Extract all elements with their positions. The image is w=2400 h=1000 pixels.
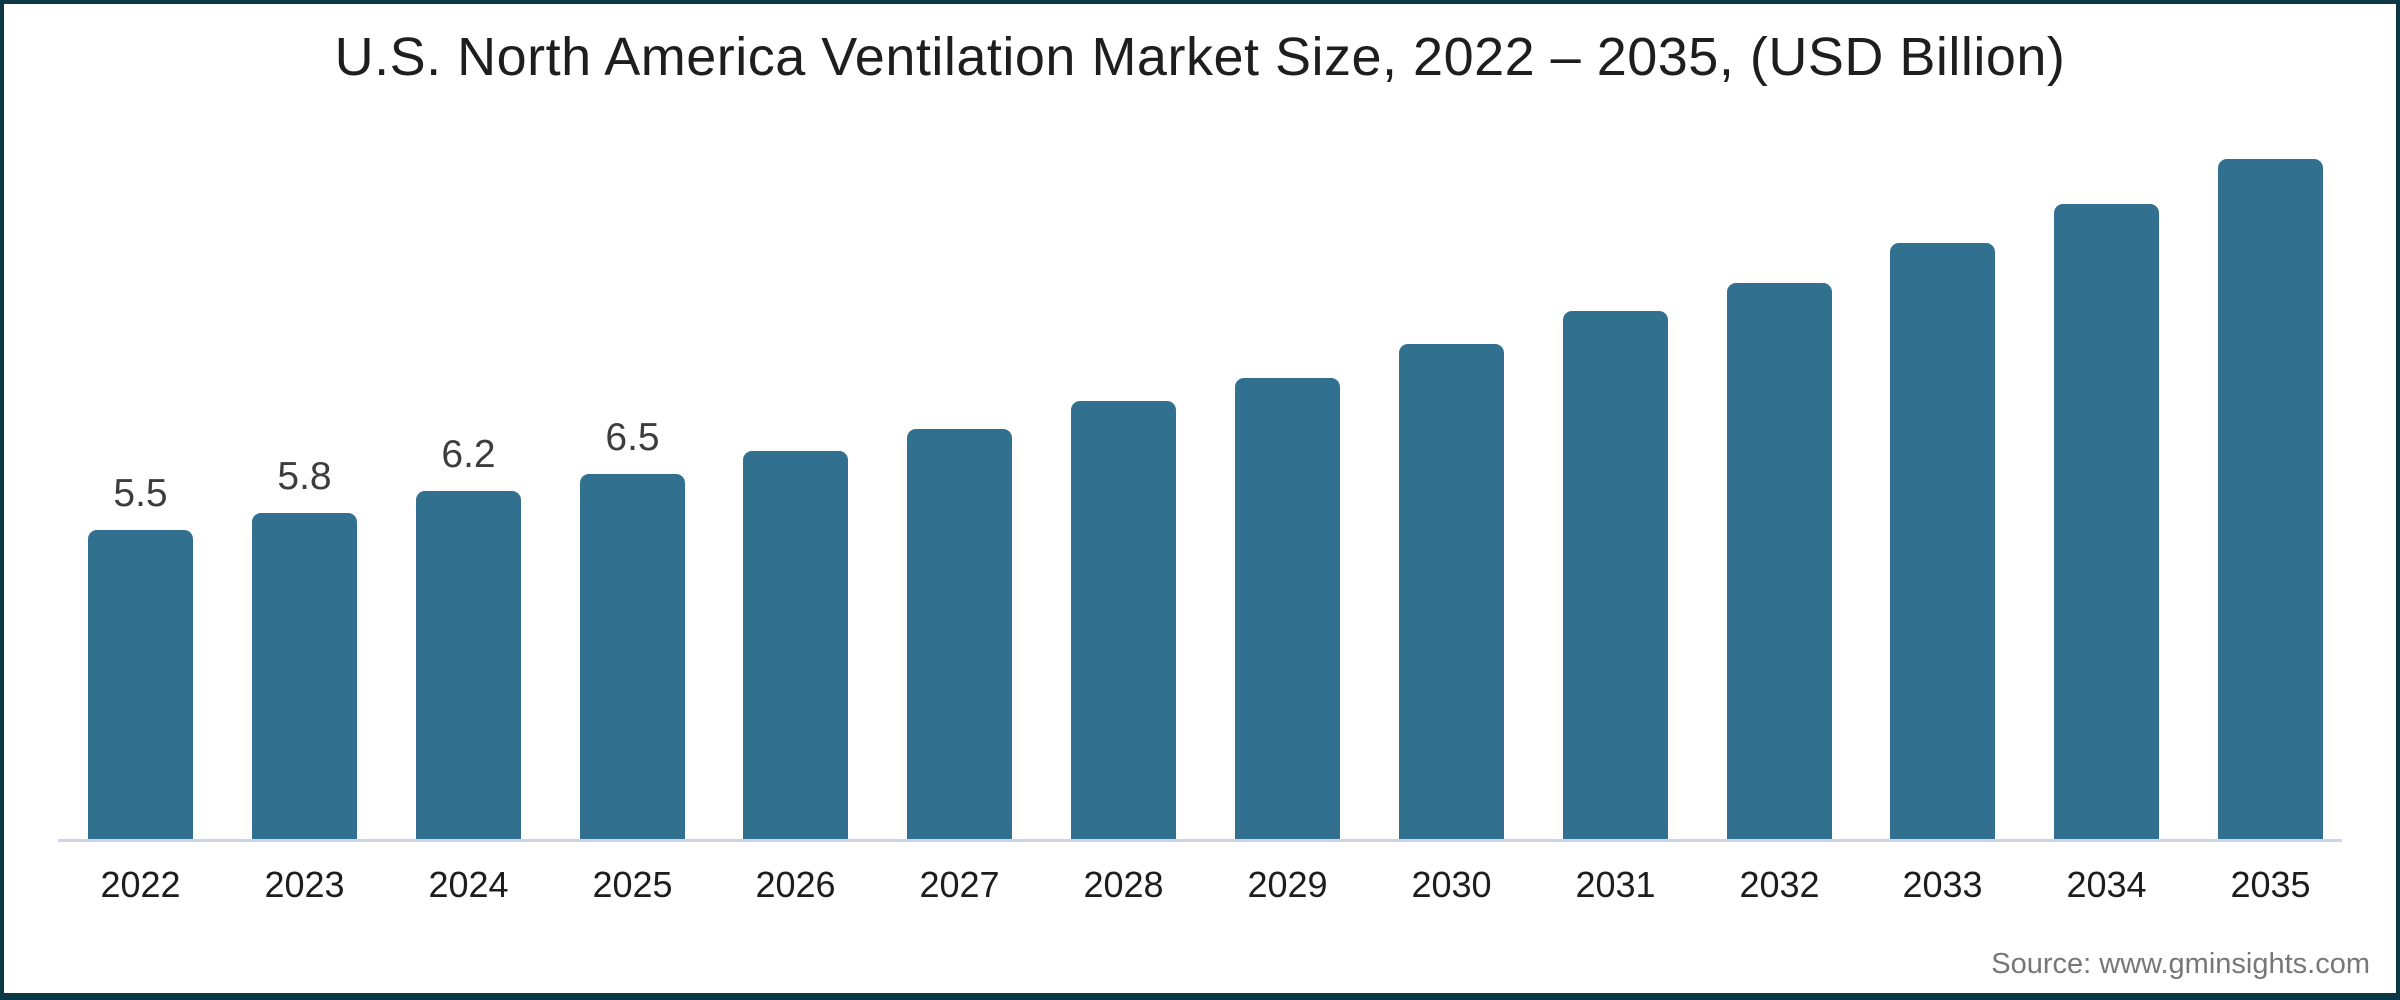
- bar-2022: [88, 530, 193, 839]
- bar-2027: [907, 429, 1012, 839]
- x-axis-label-2026: 2026: [755, 864, 836, 905]
- bar-value-label-2025: 6.5: [605, 416, 660, 459]
- bar-2033: [1890, 243, 1995, 839]
- x-axis-label-2032: 2032: [1739, 864, 1820, 905]
- x-axis-label-2033: 2033: [1902, 864, 1983, 905]
- x-axis-label-2023: 2023: [264, 864, 345, 905]
- bar-2023: [252, 513, 357, 839]
- bar-2029: [1235, 378, 1340, 839]
- x-axis-label-2027: 2027: [919, 864, 1000, 905]
- bar-2024: [416, 491, 521, 839]
- bar-2030: [1399, 344, 1504, 839]
- x-axis-label-2035: 2035: [2230, 864, 2311, 905]
- x-axis-label-2025: 2025: [592, 864, 673, 905]
- x-axis-label-2024: 2024: [428, 864, 509, 905]
- bar-2028: [1071, 401, 1176, 839]
- bar-2025: [580, 474, 685, 839]
- x-axis-label-2030: 2030: [1411, 864, 1492, 905]
- bar-2035: [2218, 159, 2323, 839]
- x-axis-label-2034: 2034: [2066, 864, 2147, 905]
- x-axis-label-2029: 2029: [1247, 864, 1328, 905]
- bar-value-label-2022: 5.5: [113, 472, 168, 515]
- chart-title: U.S. North America Ventilation Market Si…: [334, 27, 2066, 87]
- x-axis-line: [58, 839, 2342, 842]
- bar-2032: [1727, 283, 1832, 839]
- bar-value-label-2024: 6.2: [441, 433, 496, 476]
- bars-plot: 5.5 5.8 6.2 6.5: [4, 4, 2396, 839]
- bar-2034: [2054, 204, 2159, 839]
- x-axis-labels: 2022 2023 2024 2025 2026 2027 2028 2029 2030 2031…: [4, 864, 2396, 914]
- bar-2026: [743, 451, 848, 839]
- x-axis-label-2028: 2028: [1083, 864, 1164, 905]
- x-axis-label-2022: 2022: [100, 864, 181, 905]
- x-axis-label-2031: 2031: [1575, 864, 1656, 905]
- bar-value-label-2023: 5.8: [277, 455, 332, 498]
- source-credit: Source: www.gminsights.com: [1991, 948, 2370, 980]
- bar-2031: [1563, 311, 1668, 839]
